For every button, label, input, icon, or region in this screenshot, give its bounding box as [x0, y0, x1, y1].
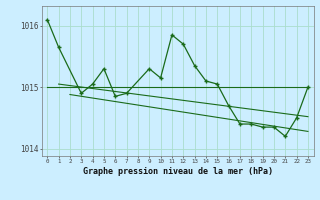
X-axis label: Graphe pression niveau de la mer (hPa): Graphe pression niveau de la mer (hPa) — [83, 167, 273, 176]
